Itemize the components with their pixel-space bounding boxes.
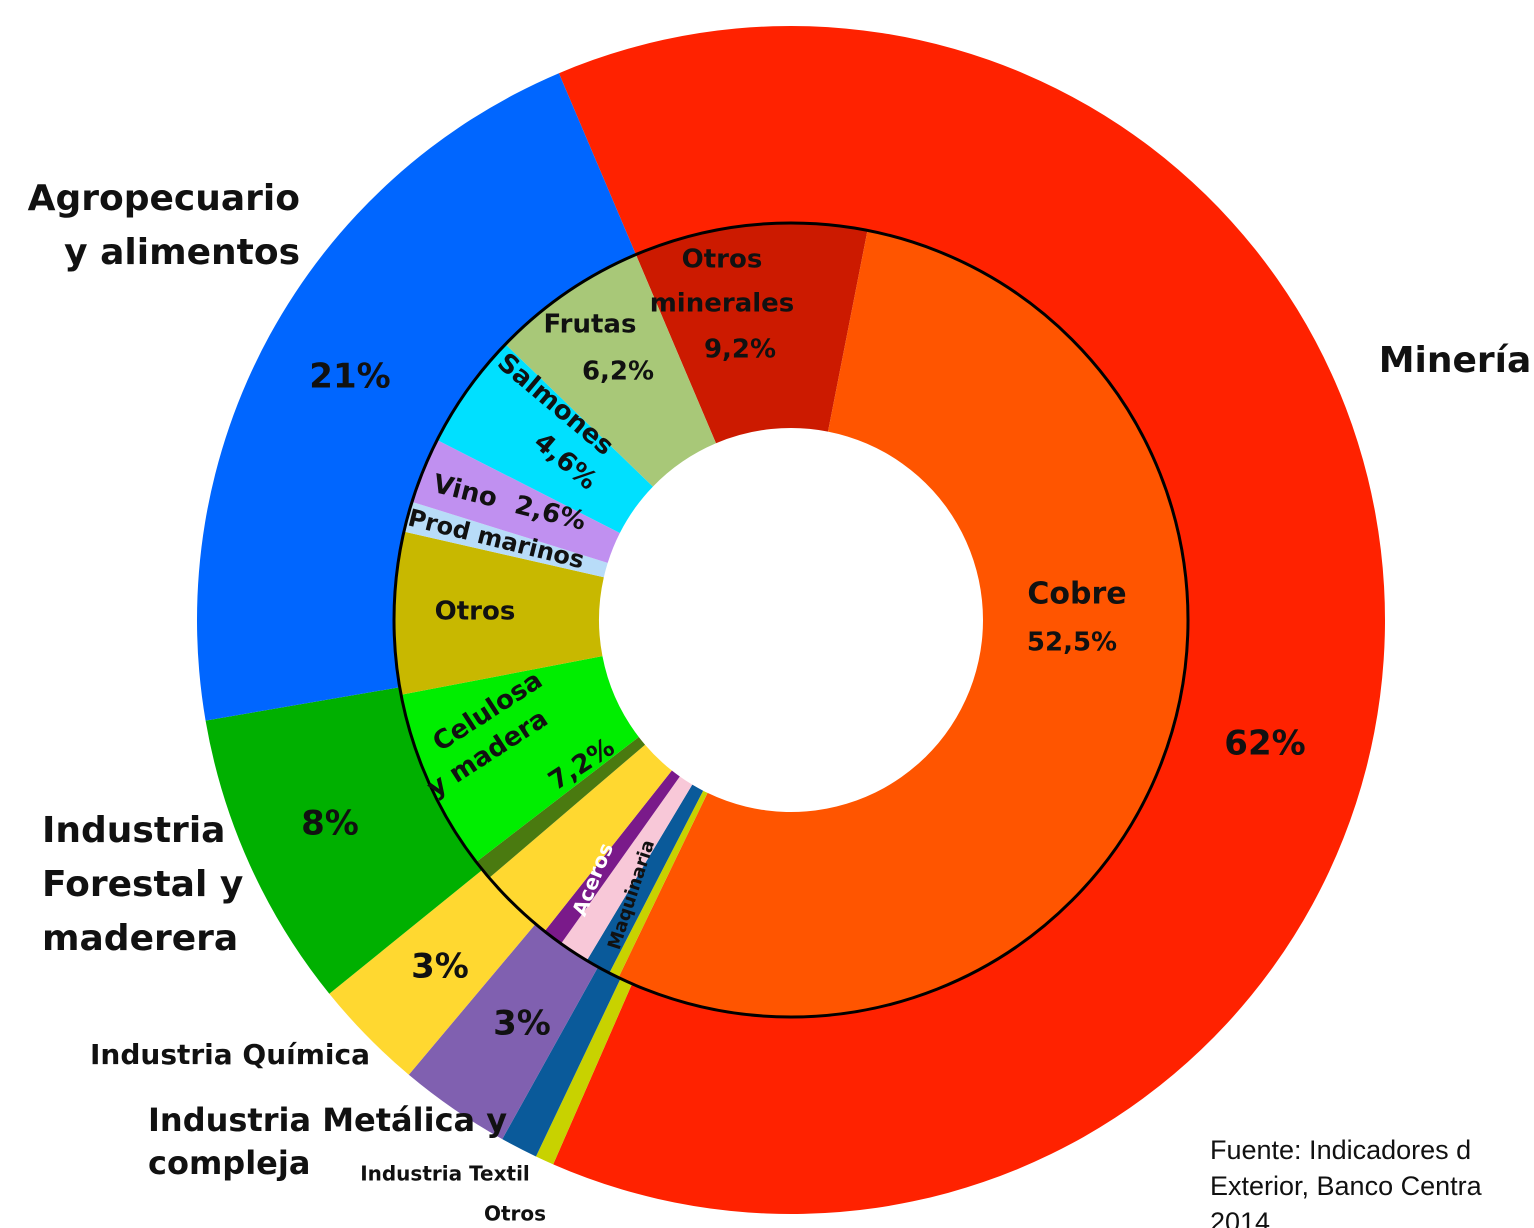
outer-label: y alimentos bbox=[64, 232, 300, 273]
slice bbox=[502, 966, 621, 1157]
slice bbox=[489, 744, 672, 932]
slice bbox=[535, 978, 633, 1165]
slice bbox=[553, 26, 1386, 1215]
value-label: 21% bbox=[309, 357, 390, 397]
slice bbox=[329, 869, 536, 1075]
outer-label: Agropecuario bbox=[28, 178, 300, 219]
outer-label: Industria Textil bbox=[360, 1162, 530, 1186]
outer-label: Industria Metálica y bbox=[148, 1101, 507, 1139]
slice bbox=[561, 776, 693, 961]
value-label: 3% bbox=[493, 1004, 551, 1044]
outer-label: compleja bbox=[148, 1144, 310, 1182]
slice bbox=[505, 254, 716, 487]
slice bbox=[408, 923, 599, 1140]
inner-label: Otros bbox=[682, 245, 763, 275]
value-label: 6,2% bbox=[582, 357, 654, 387]
outer-label: Otros bbox=[484, 1202, 546, 1226]
inner-label: Cobre bbox=[1027, 577, 1126, 612]
slice bbox=[635, 223, 868, 444]
slice bbox=[205, 687, 483, 994]
slice bbox=[403, 501, 608, 578]
slice bbox=[401, 656, 639, 862]
inner-label: minerales bbox=[650, 289, 795, 319]
source-note: Fuente: Indicadores d bbox=[1210, 1135, 1471, 1165]
outer-label: Industria bbox=[42, 810, 225, 851]
inner-label: Frutas bbox=[544, 310, 637, 340]
source-note: Exterior, Banco Centra bbox=[1210, 1171, 1483, 1201]
labels: Minería 62% Otros Industria Textil Industria… bbox=[28, 178, 1532, 1226]
slice bbox=[618, 230, 1189, 1018]
ring-divider bbox=[392, 221, 1190, 1019]
slice bbox=[394, 531, 604, 695]
slice bbox=[544, 770, 680, 944]
outer-label: Forestal y bbox=[42, 864, 243, 905]
slice bbox=[197, 73, 636, 721]
value-label: 3% bbox=[411, 947, 469, 987]
slice bbox=[411, 440, 620, 563]
value-label: 9,2% bbox=[704, 335, 776, 365]
slice bbox=[476, 737, 646, 878]
slices bbox=[197, 26, 1386, 1215]
source-note: 2014 bbox=[1210, 1207, 1270, 1228]
slice bbox=[437, 344, 653, 533]
outer-label: maderera bbox=[42, 918, 238, 959]
outer-label: Industria Química bbox=[90, 1038, 370, 1071]
value-label: 52,5% bbox=[1027, 628, 1117, 658]
inner-label: Otros bbox=[435, 597, 516, 627]
slice bbox=[609, 790, 708, 978]
outer-label: Minería bbox=[1379, 340, 1532, 381]
slice bbox=[586, 784, 704, 973]
value-label: 62% bbox=[1224, 724, 1305, 764]
value-label: 8% bbox=[301, 804, 359, 844]
